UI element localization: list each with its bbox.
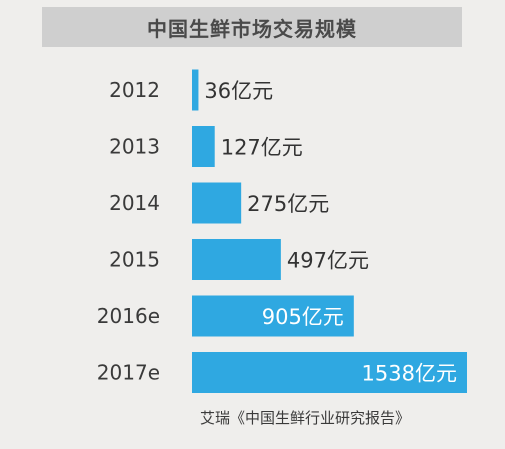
category-label: 2014 <box>109 191 160 215</box>
data-label: 36亿元 <box>204 79 273 103</box>
data-label: 127亿元 <box>221 136 303 160</box>
bar <box>192 69 199 111</box>
category-label: 2017e <box>97 361 160 385</box>
chart-source: 艾瑞《中国生鲜行业研究报告》 <box>200 409 411 427</box>
bar <box>192 352 467 393</box>
bar <box>192 182 242 224</box>
category-label: 2013 <box>109 135 160 159</box>
bar <box>192 126 215 167</box>
data-label: 275亿元 <box>247 192 329 216</box>
chart-title-bar: 中国生鲜市场交易规模 <box>42 7 462 47</box>
chart-title: 中国生鲜市场交易规模 <box>147 16 357 41</box>
data-label: 497亿元 <box>287 249 369 273</box>
bar <box>192 295 354 337</box>
category-label: 2012 <box>109 78 160 102</box>
category-label: 2016e <box>97 304 160 328</box>
data-label: 905亿元 <box>262 305 344 329</box>
bar <box>192 239 281 280</box>
data-label: 1538亿元 <box>362 362 457 386</box>
category-label: 2015 <box>109 248 160 272</box>
